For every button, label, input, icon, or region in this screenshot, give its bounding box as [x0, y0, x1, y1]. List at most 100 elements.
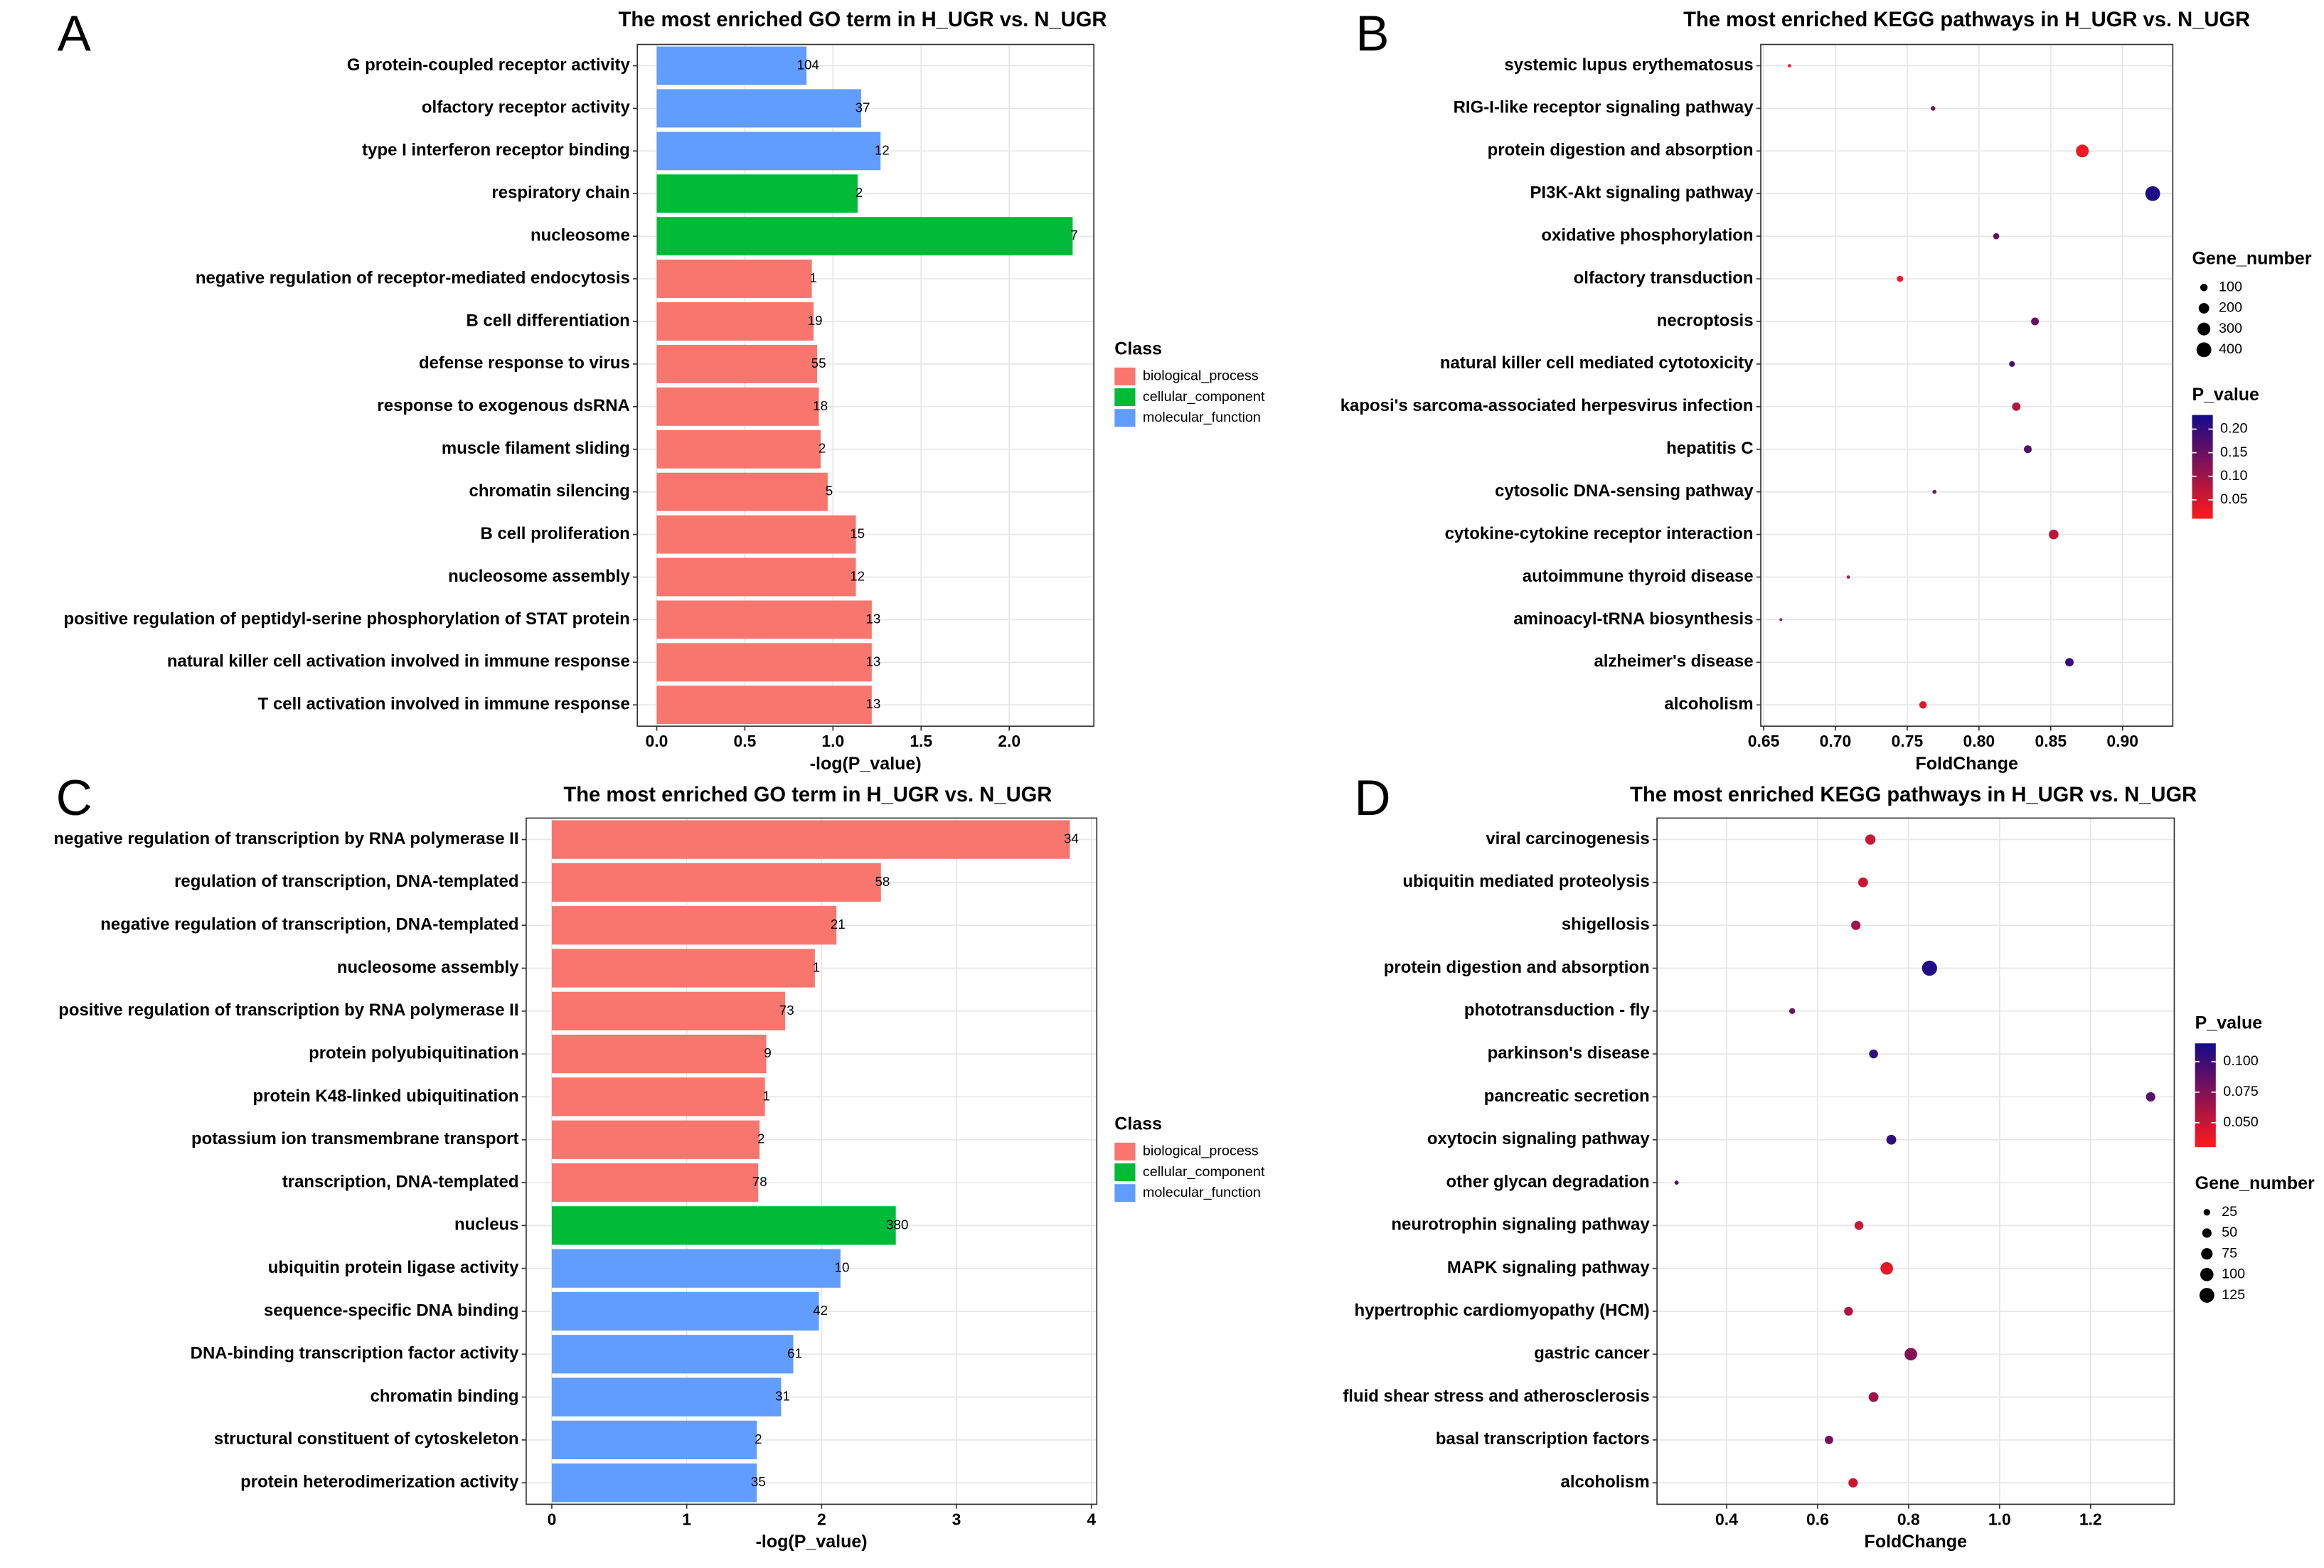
y-tick-label: protein digestion and absorption	[1488, 141, 1754, 160]
size-legend-dot	[2199, 1288, 2214, 1303]
point	[1851, 920, 1861, 930]
y-tick-label: olfactory transduction	[1574, 268, 1754, 287]
point	[1919, 701, 1927, 709]
bar	[656, 217, 1073, 256]
point	[1869, 1049, 1878, 1059]
plot-border	[526, 817, 1098, 1505]
count-label: 15	[850, 526, 865, 541]
size-legend-dot	[2197, 322, 2211, 336]
bar	[551, 1077, 765, 1116]
count-label: 18	[813, 398, 828, 413]
bar	[656, 686, 872, 725]
bar	[656, 515, 856, 554]
legend-swatch	[1114, 1163, 1136, 1182]
bar	[551, 1420, 757, 1460]
point	[1825, 1436, 1833, 1444]
y-tick-label: protein K48-linked ubiquitination	[253, 1087, 519, 1106]
count-label: 2	[757, 1131, 764, 1146]
y-tick-label: phototransduction - fly	[1464, 1001, 1650, 1020]
x-tick-label: 0.6	[1806, 1510, 1829, 1528]
chart-title: The most enriched KEGG pathways in H_UGR…	[1630, 784, 2197, 806]
bar	[551, 949, 815, 988]
count-label: 78	[752, 1174, 767, 1189]
count-label: 2	[819, 441, 826, 456]
size-legend-dot	[2198, 303, 2210, 314]
count-label: 10	[835, 1260, 850, 1275]
bar	[551, 820, 1070, 859]
size-legend-title: Gene_number	[2192, 248, 2311, 268]
bar	[551, 1463, 757, 1503]
point	[2024, 445, 2032, 454]
legend-label: biological_process	[1143, 368, 1259, 384]
legend-label: molecular_function	[1143, 410, 1261, 425]
y-tick-label: type I interferon receptor binding	[362, 141, 630, 160]
count-label: 55	[811, 356, 826, 370]
point	[2031, 317, 2040, 326]
chart-title: The most enriched GO term in H_UGR vs. N…	[619, 9, 1107, 31]
y-tick-label: alcoholism	[1561, 1473, 1650, 1492]
legend-label: molecular_function	[1143, 1185, 1261, 1200]
size-legend-label: 100	[2222, 1266, 2245, 1282]
bar	[551, 863, 881, 902]
panel-letter: D	[1354, 770, 1390, 826]
y-tick-label: ubiquitin mediated proteolysis	[1402, 872, 1649, 891]
count-label: 2	[755, 1431, 762, 1446]
y-tick-label: aminoacyl-tRNA biosynthesis	[1513, 609, 1753, 629]
legend-label: cellular_component	[1143, 1164, 1265, 1180]
legend-swatch	[1114, 1184, 1136, 1202]
x-tick-label: 0.70	[1820, 732, 1852, 750]
y-tick-label: oxidative phosphorylation	[1541, 225, 1753, 245]
color-bar	[2195, 1043, 2216, 1148]
legend-swatch	[1114, 367, 1136, 385]
point	[1993, 233, 2000, 240]
legend-swatch	[1114, 409, 1136, 427]
y-tick-label: parkinson's disease	[1488, 1043, 1650, 1062]
y-tick-label: response to exogenous dsRNA	[377, 396, 629, 415]
point	[1886, 1134, 1897, 1145]
count-label: 61	[787, 1345, 802, 1360]
bar	[551, 1163, 759, 1202]
bar	[656, 302, 814, 341]
y-tick-label: hypertrophic cardiomyopathy (HCM)	[1354, 1301, 1649, 1320]
x-tick-label: 0.85	[2035, 732, 2067, 750]
count-label: 13	[866, 696, 881, 711]
count-label: 5	[826, 484, 833, 498]
color-legend-label: 0.100	[2223, 1053, 2259, 1069]
x-tick-label: 0.90	[2106, 732, 2138, 750]
x-tick-label: 1	[682, 1510, 691, 1528]
y-tick-label: alzheimer's disease	[1594, 652, 1753, 671]
x-tick-label: 2	[817, 1510, 826, 1528]
point	[2076, 144, 2089, 158]
color-legend-label: 0.05	[2220, 491, 2248, 507]
y-tick-label: B cell differentiation	[467, 311, 630, 330]
size-legend-label: 400	[2219, 341, 2242, 357]
legend-label: biological_process	[1143, 1143, 1259, 1159]
point	[1921, 960, 1937, 976]
plot-background	[1657, 818, 2175, 1505]
chart-title: The most enriched KEGG pathways in H_UGR…	[1683, 9, 2250, 31]
bar	[656, 387, 819, 426]
x-axis-label: -log(P_value)	[756, 1532, 868, 1552]
y-tick-label: nucleosome assembly	[337, 958, 519, 977]
size-legend-dot	[2196, 342, 2212, 358]
bar	[656, 600, 872, 639]
y-tick-label: natural killer cell activation involved …	[167, 652, 630, 671]
y-tick-label: negative regulation of transcription, DN…	[100, 915, 518, 934]
size-legend-dot	[2200, 284, 2208, 292]
count-label: 380	[886, 1217, 908, 1232]
y-tick-label: viral carcinogenesis	[1486, 829, 1649, 848]
x-tick-label: 0.65	[1748, 732, 1780, 750]
count-label: 2	[855, 185, 863, 200]
size-legend-label: 200	[2219, 300, 2242, 316]
x-tick-label: 1.2	[2079, 1510, 2102, 1528]
y-tick-label: alcoholism	[1664, 695, 1753, 714]
point	[1674, 1180, 1679, 1185]
y-tick-label: oxytocin signaling pathway	[1427, 1129, 1650, 1148]
count-label: 104	[797, 57, 819, 72]
count-label: 19	[808, 313, 823, 328]
size-legend-label: 25	[2222, 1204, 2237, 1220]
point	[1854, 1221, 1864, 1230]
x-axis-label: FoldChange	[1915, 754, 2018, 774]
point	[1880, 1262, 1893, 1275]
